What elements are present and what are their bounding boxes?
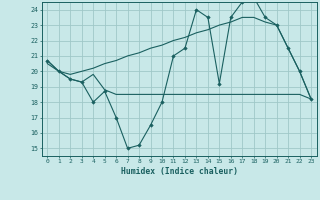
X-axis label: Humidex (Indice chaleur): Humidex (Indice chaleur)	[121, 167, 238, 176]
